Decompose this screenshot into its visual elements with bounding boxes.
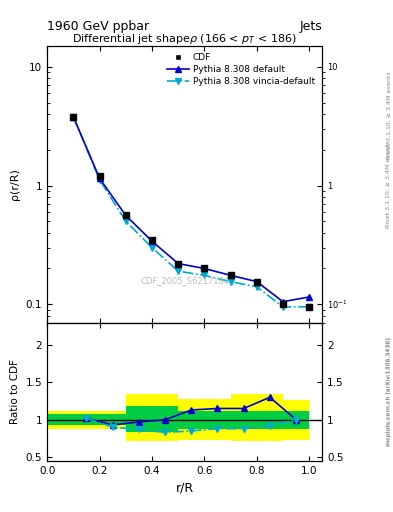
Y-axis label: ρ(r/R): ρ(r/R)	[10, 168, 20, 200]
CDF	[202, 265, 207, 271]
Pythia 8.308 vincia-default	[123, 218, 128, 224]
Pythia 8.308 vincia-default	[71, 114, 76, 120]
Pythia 8.308 default	[71, 114, 76, 120]
Pythia 8.308 vincia-default	[202, 272, 207, 279]
Pythia 8.308 vincia-default	[228, 279, 233, 285]
Pythia 8.308 default	[150, 238, 154, 244]
Pythia 8.308 vincia-default	[254, 284, 259, 290]
CDF	[71, 114, 76, 120]
Pythia 8.308 default	[176, 261, 180, 267]
Bar	[126, 406, 178, 433]
Pythia 8.308 default	[202, 265, 207, 271]
Text: 1960 GeV ppbar: 1960 GeV ppbar	[47, 20, 149, 33]
Y-axis label: Ratio to CDF: Ratio to CDF	[10, 359, 20, 424]
Text: mcplots.cern.ch [arXiv:1306.3436]: mcplots.cern.ch [arXiv:1306.3436]	[386, 337, 391, 446]
CDF	[254, 279, 259, 285]
Pythia 8.308 vincia-default	[176, 268, 180, 274]
Pythia 8.308 vincia-default	[150, 245, 154, 251]
X-axis label: r/R: r/R	[176, 481, 194, 494]
Line: Pythia 8.308 default: Pythia 8.308 default	[71, 114, 312, 305]
Bar	[283, 399, 309, 440]
Bar	[283, 411, 309, 429]
Line: Pythia 8.308 vincia-default: Pythia 8.308 vincia-default	[71, 114, 312, 310]
Text: CDF_2005_S6217184: CDF_2005_S6217184	[140, 276, 229, 286]
Text: Rivet 3.1.10, ≥ 3.4M events: Rivet 3.1.10, ≥ 3.4M events	[387, 71, 391, 159]
Pythia 8.308 default	[254, 279, 259, 285]
Pythia 8.308 default	[123, 212, 128, 219]
Pythia 8.308 vincia-default	[281, 304, 285, 310]
Legend: CDF, Pythia 8.308 default, Pythia 8.308 vincia-default: CDF, Pythia 8.308 default, Pythia 8.308 …	[164, 51, 318, 89]
Text: Rivet 3.1.10, ≥ 3.4M events: Rivet 3.1.10, ≥ 3.4M events	[386, 140, 391, 228]
Bar	[178, 399, 231, 440]
Line: CDF: CDF	[70, 113, 313, 310]
Pythia 8.308 vincia-default	[97, 177, 102, 183]
Pythia 8.308 default	[228, 272, 233, 279]
Text: Jets: Jets	[299, 20, 322, 33]
CDF	[307, 304, 312, 310]
Pythia 8.308 vincia-default	[307, 304, 312, 310]
CDF	[281, 301, 285, 307]
Bar	[47, 415, 126, 425]
CDF	[176, 261, 180, 267]
Pythia 8.308 default	[97, 175, 102, 181]
Bar	[126, 394, 178, 441]
Pythia 8.308 default	[307, 294, 312, 300]
Pythia 8.308 default	[281, 298, 285, 305]
Title: Differential jet shape$\rho$ (166 < $p_T$ < 186): Differential jet shape$\rho$ (166 < $p_T…	[72, 32, 297, 46]
Bar	[231, 394, 283, 441]
Bar	[47, 411, 126, 429]
CDF	[97, 173, 102, 179]
Bar	[231, 411, 283, 429]
Bar	[178, 411, 231, 429]
CDF	[228, 272, 233, 279]
Text: mcplots.cern.ch [arXiv:1306.3436]: mcplots.cern.ch [arXiv:1306.3436]	[387, 337, 391, 446]
CDF	[150, 237, 154, 243]
CDF	[123, 212, 128, 219]
